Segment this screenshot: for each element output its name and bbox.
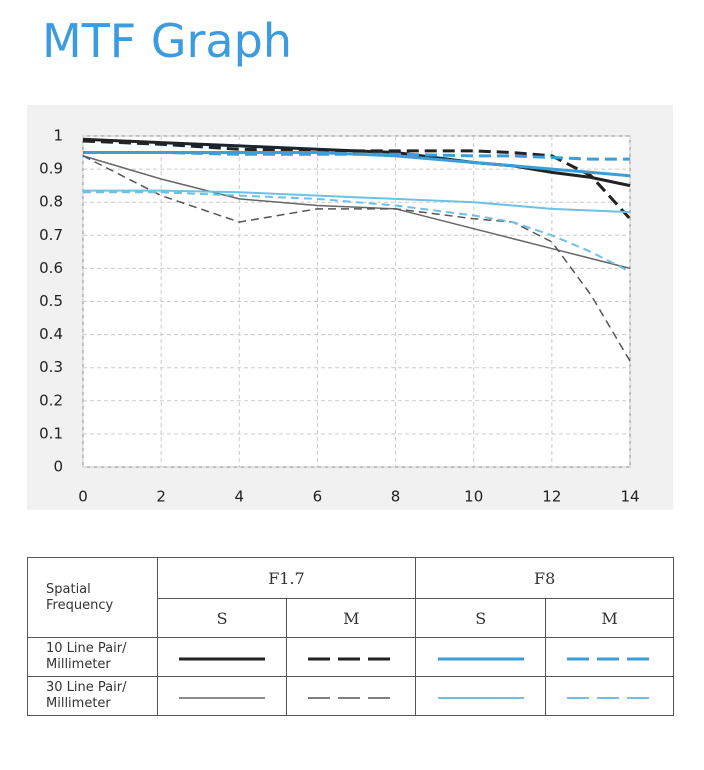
- legend-swatch: [437, 696, 524, 699]
- legend-cell: [545, 637, 674, 677]
- y-tick-label: 0.8: [39, 193, 63, 211]
- aperture-cell: F8: [415, 557, 674, 599]
- series-line: [83, 151, 630, 161]
- x-tick-label: 2: [156, 488, 166, 506]
- series-line: [82, 137, 631, 188]
- x-tick-label: 12: [542, 488, 561, 506]
- x-tick-label: 4: [235, 488, 245, 506]
- type-cell: S: [415, 598, 547, 638]
- series-line: [83, 189, 631, 214]
- y-tick-label: 0.6: [39, 259, 63, 277]
- legend-swatch: [308, 657, 395, 660]
- corner-cell: Spatial Frequency: [27, 557, 158, 638]
- x-tick-label: 0: [78, 488, 88, 506]
- type-cell: M: [545, 598, 674, 638]
- chart: 00.10.20.30.40.50.60.70.80.910 2 4 6 8 10 12 14: [27, 105, 673, 510]
- y-tick-label: 0: [53, 458, 63, 476]
- x-tick-label: 8: [391, 488, 401, 506]
- series-line: [82, 155, 631, 270]
- x-tick-label: 14: [620, 488, 639, 506]
- legend-cell: [156, 676, 288, 716]
- series-line: [82, 139, 632, 220]
- legend-swatch: [566, 696, 653, 699]
- type-cell: M: [286, 598, 417, 638]
- legend-swatch: [308, 696, 395, 699]
- x-tick-label: 6: [313, 488, 323, 506]
- aperture-cell: F1.7: [156, 557, 417, 599]
- y-tick-label: 0.1: [39, 424, 63, 442]
- y-tick-label: 0.9: [39, 160, 63, 178]
- legend-swatch: [437, 657, 524, 660]
- row-label: 30 Line Pair/ Millimeter: [27, 676, 158, 716]
- page-title: MTF Graph: [42, 14, 292, 68]
- legend-cell: [286, 676, 417, 716]
- y-tick-label: 0.2: [39, 391, 63, 409]
- y-tick-label: 0.4: [39, 325, 63, 343]
- y-tick-label: 0.7: [39, 226, 63, 244]
- legend-cell: [156, 637, 288, 677]
- y-tick-label: 1: [53, 127, 63, 145]
- x-tick-label: 10: [464, 488, 483, 506]
- series-line: [82, 155, 631, 362]
- legend-swatch: [179, 696, 266, 699]
- legend-cell: [415, 676, 547, 716]
- legend-cell: [545, 676, 674, 716]
- type-cell: S: [156, 598, 288, 638]
- y-tick-label: 0.5: [39, 292, 63, 310]
- series-line: [83, 191, 631, 273]
- y-tick-label: 0.3: [39, 358, 63, 376]
- legend-cell: [415, 637, 547, 677]
- legend-swatch: [179, 657, 266, 660]
- legend-cell: [286, 637, 417, 677]
- row-label: 10 Line Pair/ Millimeter: [27, 637, 158, 677]
- legend-swatch: [566, 657, 653, 660]
- legend-table: Spatial Frequency F1.7 F8 S M S M 10 Lin…: [27, 557, 674, 716]
